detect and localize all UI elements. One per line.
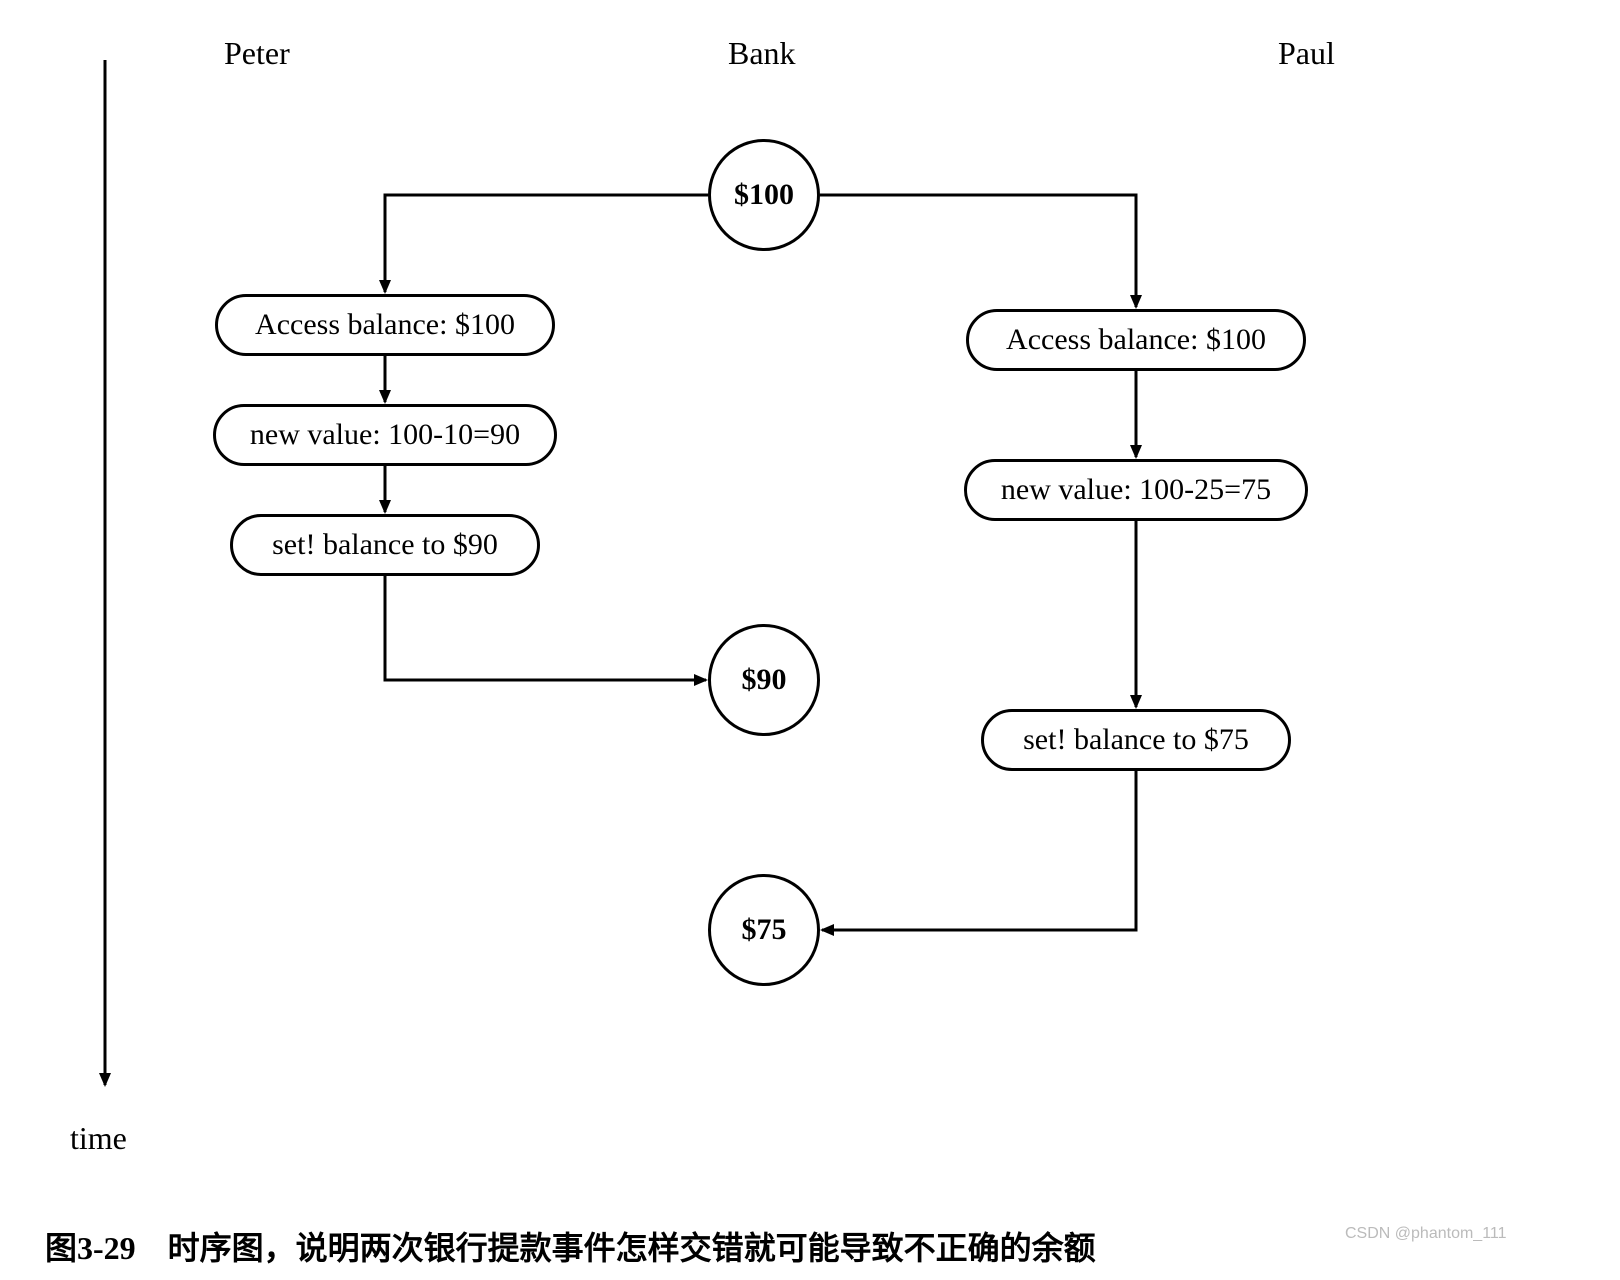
timing-diagram: Peter Bank Paul time $100 $90 $75 Access… [0,0,1620,1280]
node-bank-100-text: $100 [734,178,794,212]
watermark: CSDN @phantom_111 [1345,1225,1507,1243]
time-axis-label: time [70,1120,127,1157]
caption-text: 时序图，说明两次银行提款事件怎样交错就可能导致不正确的余额 [168,1230,1096,1266]
node-peter-set: set! balance to $90 [230,514,540,576]
figure-caption: 图3-29 时序图，说明两次银行提款事件怎样交错就可能导致不正确的余额 [45,1223,1096,1269]
node-peter-new-text: new value: 100-10=90 [250,418,520,452]
node-bank-75: $75 [708,874,820,986]
node-paul-set: set! balance to $75 [981,709,1291,771]
node-paul-access-text: Access balance: $100 [1006,323,1266,357]
node-peter-new: new value: 100-10=90 [213,404,557,466]
edge-bank100-peter-access [385,195,708,292]
node-bank-90: $90 [708,624,820,736]
node-peter-access: Access balance: $100 [215,294,555,356]
node-bank-90-text: $90 [742,663,787,697]
node-bank-100: $100 [708,139,820,251]
node-paul-set-text: set! balance to $75 [1023,723,1249,757]
node-peter-access-text: Access balance: $100 [255,308,515,342]
header-peter: Peter [224,35,290,72]
node-paul-new: new value: 100-25=75 [964,459,1308,521]
caption-prefix: 图3-29 [45,1230,136,1266]
edge-peter-set-bank90 [385,576,706,680]
node-bank-75-text: $75 [742,913,787,947]
edge-bank100-paul-access [820,195,1136,307]
header-paul: Paul [1278,35,1335,72]
node-paul-new-text: new value: 100-25=75 [1001,473,1271,507]
node-paul-access: Access balance: $100 [966,309,1306,371]
node-peter-set-text: set! balance to $90 [272,528,498,562]
header-bank: Bank [728,35,796,72]
edge-paul-set-bank75 [822,771,1136,930]
